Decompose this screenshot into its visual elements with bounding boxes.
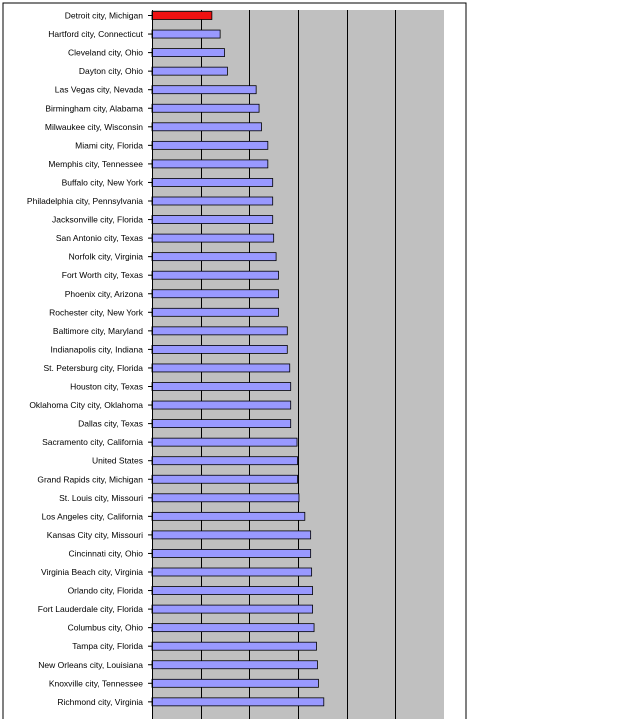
bar-36 [151,678,319,688]
category-label-8: Memphis city, Tennessee [48,159,143,169]
bar-26 [151,493,300,503]
category-label-5: Birmingham city, Alabama [45,103,143,113]
bars [151,11,325,707]
bar-7 [151,140,269,150]
category-label-2: Cleveland city, Ohio [68,48,143,58]
category-label-23: Sacramento city, California [42,437,143,447]
category-label-30: Virginia Beach city, Virginia [41,567,143,577]
bar-24 [151,456,298,466]
category-label-32: Fort Lauderdale city, Florida [38,604,143,614]
bar-28 [151,530,312,540]
category-label-35: New Orleans city, Louisiana [38,660,143,670]
category-label-10: Philadelphia city, Pennsylvania [27,196,143,206]
bar-6 [151,122,262,132]
chart-border [2,2,467,719]
bar-3 [151,66,228,76]
category-label-36: Knoxville city, Tennessee [49,678,143,688]
category-label-33: Columbus city, Ohio [68,623,144,633]
category-label-11: Jacksonville city, Florida [52,215,143,225]
bar-5 [151,103,260,113]
bar-12 [151,233,275,243]
category-label-18: Indianapolis city, Indiana [51,344,144,354]
category-label-7: Miami city, Florida [75,140,143,150]
bar-23 [151,437,298,447]
category-label-16: Rochester city, New York [49,307,144,317]
category-label-20: Houston city, Texas [70,382,143,392]
bar-19 [151,363,291,373]
bar-1 [151,29,221,39]
bar-27 [151,511,306,521]
bar-17 [151,326,288,336]
category-label-0: Detroit city, Michigan [65,11,144,21]
bar-37 [151,697,325,707]
category-label-21: Oklahoma City city, Oklahoma [29,400,143,410]
category-label-27: Los Angeles city, California [42,511,144,521]
category-label-26: St. Louis city, Missouri [59,493,143,503]
bar-33 [151,623,315,633]
bar-32 [151,604,314,614]
bar-8 [151,159,269,169]
category-label-22: Dallas city, Texas [78,419,143,429]
bar-4 [151,85,257,95]
bar-14 [151,270,279,280]
category-label-3: Dayton city, Ohio [79,66,143,76]
category-label-29: Cincinnati city, Ohio [69,548,144,558]
category-label-37: Richmond city, Virginia [57,697,143,707]
category-label-1: Hartford city, Connecticut [48,29,143,39]
category-label-4: Las Vegas city, Nevada [55,85,143,95]
bar-34 [151,641,317,651]
bar-29 [151,549,312,558]
bar-30 [151,567,313,577]
category-label-6: Milwaukee city, Wisconsin [45,122,143,132]
bar-20 [151,382,292,391]
category-label-34: Tampa city, Florida [72,641,143,651]
category-label-15: Phoenix city, Arizona [65,289,144,299]
category-label-19: St. Petersburg city, Florida [43,363,143,373]
bar-22 [151,419,292,429]
category-label-28: Kansas City city, Missouri [47,530,143,540]
category-label-9: Buffalo city, New York [62,177,144,187]
bar-9 [151,178,274,187]
bar-0 [151,11,213,20]
bar-21 [151,400,292,410]
bar-16 [151,307,279,317]
bar-18 [151,344,288,354]
category-label-25: Grand Rapids city, Michigan [37,474,143,484]
bar-11 [151,215,274,224]
category-label-13: Norfolk city, Virginia [69,252,144,262]
bar-31 [151,586,314,595]
category-label-31: Orlando city, Florida [68,586,144,596]
bar-35 [151,660,318,670]
bar-25 [151,474,298,484]
bar-10 [151,196,274,206]
category-label-12: San Antonio city, Texas [56,233,143,243]
bar-13 [151,252,277,262]
category-label-14: Fort Worth city, Texas [62,270,143,280]
bar-15 [151,289,279,299]
category-label-24: United States [92,456,143,466]
category-label-17: Baltimore city, Maryland [53,326,143,336]
category-labels: Detroit city, Michigan Hartford city, Con… [27,11,152,707]
bar-2 [151,48,225,57]
